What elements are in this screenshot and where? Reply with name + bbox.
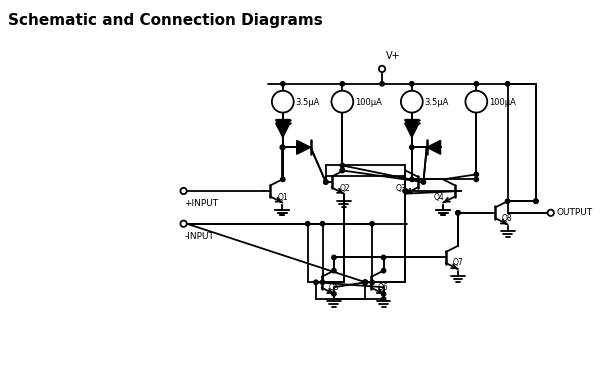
Circle shape: [340, 163, 344, 168]
Circle shape: [533, 199, 538, 203]
Polygon shape: [297, 140, 311, 154]
Circle shape: [382, 268, 386, 273]
Polygon shape: [405, 120, 419, 134]
Text: 100μA: 100μA: [355, 98, 382, 107]
Text: Q6: Q6: [378, 283, 389, 292]
Circle shape: [314, 280, 318, 285]
Circle shape: [362, 280, 367, 285]
Text: 3.5μA: 3.5μA: [425, 98, 449, 107]
Text: Q5: Q5: [328, 283, 339, 292]
Circle shape: [474, 172, 479, 177]
Circle shape: [320, 222, 325, 226]
Circle shape: [332, 255, 336, 260]
Circle shape: [332, 268, 336, 273]
Circle shape: [401, 91, 423, 112]
Text: -INPUT: -INPUT: [185, 232, 214, 241]
Circle shape: [340, 168, 344, 172]
Circle shape: [403, 189, 407, 193]
Circle shape: [456, 211, 460, 215]
Circle shape: [382, 292, 386, 296]
Circle shape: [382, 255, 386, 260]
Circle shape: [505, 82, 510, 86]
Circle shape: [466, 91, 487, 112]
Circle shape: [323, 180, 328, 184]
Circle shape: [370, 280, 374, 285]
Polygon shape: [276, 120, 290, 134]
Circle shape: [340, 82, 344, 86]
Text: Q3: Q3: [396, 184, 407, 193]
Text: Schematic and Connection Diagrams: Schematic and Connection Diagrams: [8, 13, 323, 28]
Circle shape: [505, 199, 510, 203]
Circle shape: [421, 180, 425, 184]
Circle shape: [332, 292, 336, 296]
Circle shape: [410, 145, 414, 150]
Circle shape: [280, 145, 284, 150]
Text: V+: V+: [386, 51, 401, 61]
Circle shape: [410, 82, 414, 86]
Circle shape: [181, 220, 187, 227]
Circle shape: [272, 91, 294, 112]
Text: Q1: Q1: [278, 193, 289, 202]
Polygon shape: [427, 140, 440, 154]
Circle shape: [323, 180, 328, 184]
Text: Q2: Q2: [340, 184, 350, 193]
Circle shape: [181, 188, 187, 194]
Circle shape: [403, 189, 407, 193]
Circle shape: [281, 145, 285, 150]
Polygon shape: [276, 123, 290, 137]
Circle shape: [370, 222, 374, 226]
Text: Q4: Q4: [434, 193, 445, 202]
Text: OUTPUT: OUTPUT: [557, 208, 593, 217]
Circle shape: [474, 82, 479, 86]
Circle shape: [380, 82, 384, 86]
Circle shape: [320, 280, 325, 285]
Text: Q7: Q7: [452, 258, 463, 267]
Polygon shape: [405, 123, 419, 137]
Circle shape: [533, 199, 538, 203]
Text: 3.5μA: 3.5μA: [296, 98, 320, 107]
Text: 100μA: 100μA: [489, 98, 516, 107]
Circle shape: [456, 211, 460, 215]
Text: +INPUT: +INPUT: [185, 199, 219, 208]
Circle shape: [331, 91, 353, 112]
Circle shape: [379, 66, 385, 72]
Circle shape: [363, 280, 368, 285]
Circle shape: [548, 210, 554, 216]
Circle shape: [340, 168, 344, 172]
Circle shape: [363, 280, 368, 285]
Circle shape: [281, 82, 285, 86]
Circle shape: [281, 177, 285, 182]
Circle shape: [474, 177, 479, 182]
Circle shape: [382, 297, 386, 302]
Circle shape: [305, 222, 310, 226]
Circle shape: [410, 177, 414, 182]
Text: Q8: Q8: [502, 214, 513, 223]
